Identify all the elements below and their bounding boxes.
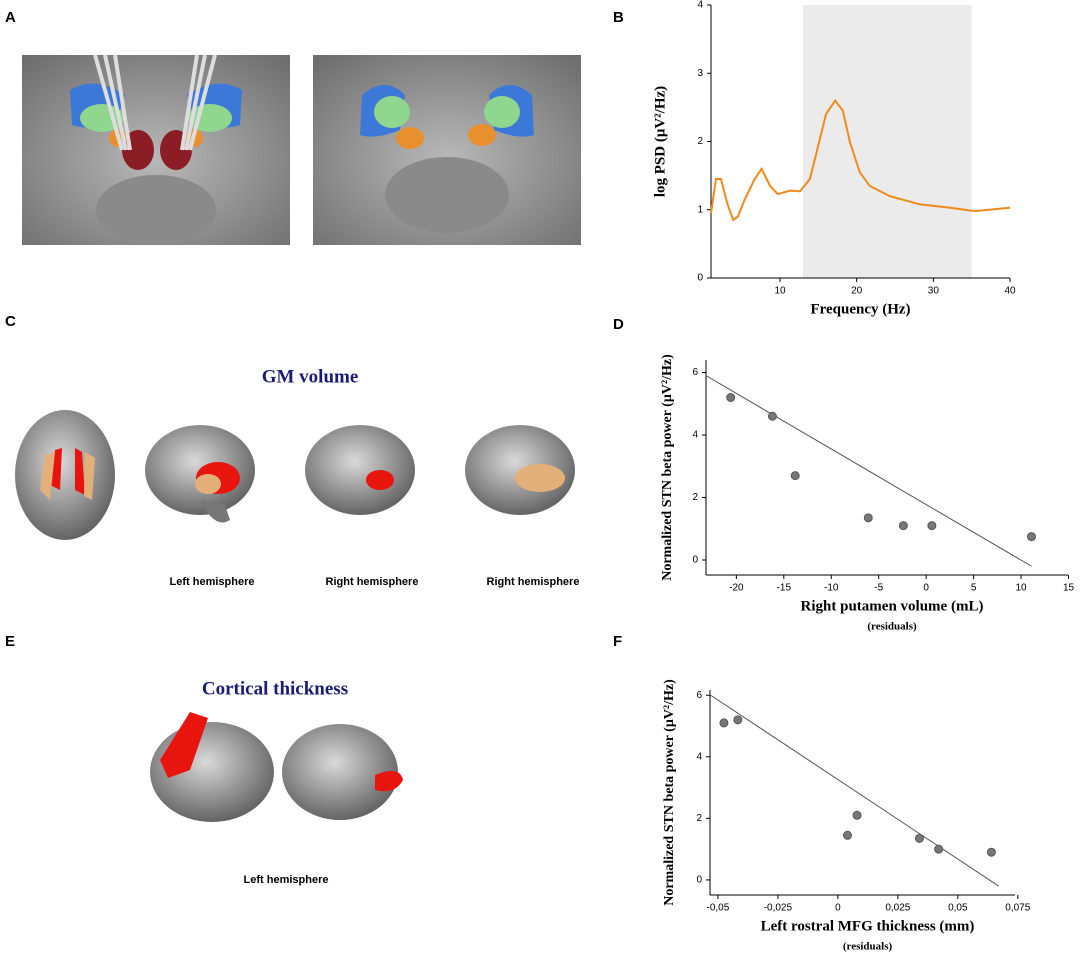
point bbox=[927, 521, 937, 531]
image-caption: Right hemisphere bbox=[326, 576, 419, 588]
image-caption: Left hemisphere bbox=[244, 874, 329, 886]
y-tick-label: 0 bbox=[697, 273, 703, 284]
x-axis-label: Left rostral MFG thickness (mm) bbox=[761, 918, 975, 934]
panel-letter: A bbox=[5, 9, 16, 26]
y-tick-label: 2 bbox=[696, 813, 702, 824]
x-tick-label: -20 bbox=[729, 583, 744, 594]
point bbox=[863, 513, 873, 523]
mri-image bbox=[313, 55, 581, 245]
y-tick-label: 2 bbox=[692, 492, 698, 503]
fit-line bbox=[705, 375, 1032, 567]
panel-title: GM volume bbox=[262, 366, 359, 387]
y-axis-label: Normalized STN beta power (μV²/Hz) bbox=[660, 354, 675, 581]
x-tick-label: 30 bbox=[928, 286, 940, 297]
panel-letter: E bbox=[5, 633, 15, 650]
y-axis-label: log PSD (μV²/Hz) bbox=[652, 86, 668, 197]
x-tick-label: -0,025 bbox=[764, 903, 793, 914]
brain-image bbox=[15, 410, 575, 540]
band bbox=[803, 5, 972, 278]
mri-image bbox=[22, 54, 290, 245]
y-axis-label: Normalized STN beta power (μV²/Hz) bbox=[662, 679, 677, 906]
x-tick-label: 0,075 bbox=[1005, 903, 1030, 914]
brain-image bbox=[150, 712, 403, 822]
panel-letter: B bbox=[613, 9, 624, 26]
panel-letter: C bbox=[5, 313, 16, 330]
point bbox=[898, 521, 908, 531]
point bbox=[1027, 532, 1036, 542]
image-caption: Right hemisphere bbox=[487, 576, 580, 588]
psd-line bbox=[710, 98, 1011, 222]
y-tick-label: 0 bbox=[696, 875, 702, 886]
x-tick-label: 0,05 bbox=[948, 903, 968, 914]
point bbox=[733, 715, 743, 725]
x-axis-label: Right putamen volume (mL) bbox=[801, 598, 984, 614]
y-tick-label: 4 bbox=[692, 430, 698, 441]
y-tick-label: 0 bbox=[692, 555, 698, 566]
x-tick-label: 15 bbox=[1063, 583, 1075, 594]
x-axis-note: (residuals) bbox=[867, 621, 917, 633]
point bbox=[842, 830, 852, 840]
point bbox=[852, 810, 862, 820]
x-tick-label: -0,05 bbox=[707, 903, 730, 914]
x-tick-label: -10 bbox=[824, 583, 839, 594]
panel-title: Cortical thickness bbox=[202, 678, 348, 699]
y-tick-label: 6 bbox=[696, 690, 702, 701]
point bbox=[767, 411, 777, 421]
y-tick-label: 1 bbox=[697, 204, 703, 215]
x-tick-label: -5 bbox=[874, 583, 883, 594]
x-tick-label: 0,025 bbox=[885, 903, 910, 914]
y-tick-label: 4 bbox=[696, 751, 702, 762]
point bbox=[934, 844, 944, 854]
x-tick-label: 40 bbox=[1004, 286, 1016, 297]
point bbox=[726, 393, 736, 402]
x-tick-label: 10 bbox=[774, 286, 786, 297]
y-tick-label: 3 bbox=[697, 68, 703, 79]
panel-letter: F bbox=[613, 633, 622, 650]
point bbox=[790, 471, 800, 481]
y-tick-label: 6 bbox=[692, 367, 698, 378]
x-axis-note: (residuals) bbox=[843, 941, 893, 953]
y-tick-label: 2 bbox=[697, 136, 703, 147]
x-axis-label: Frequency (Hz) bbox=[810, 301, 910, 317]
point bbox=[914, 833, 924, 843]
x-tick-label: 0 bbox=[835, 903, 841, 914]
x-tick-label: 10 bbox=[1015, 583, 1027, 594]
x-tick-label: 0 bbox=[923, 583, 929, 594]
y-tick-label: 4 bbox=[697, 0, 703, 11]
point bbox=[719, 718, 729, 728]
x-tick-label: -15 bbox=[777, 583, 792, 594]
point bbox=[986, 847, 996, 857]
panel-letter: D bbox=[613, 316, 624, 333]
x-tick-label: 5 bbox=[971, 583, 977, 594]
image-caption: Left hemisphere bbox=[170, 576, 255, 588]
x-tick-label: 20 bbox=[851, 286, 863, 297]
fit-line bbox=[710, 694, 999, 887]
